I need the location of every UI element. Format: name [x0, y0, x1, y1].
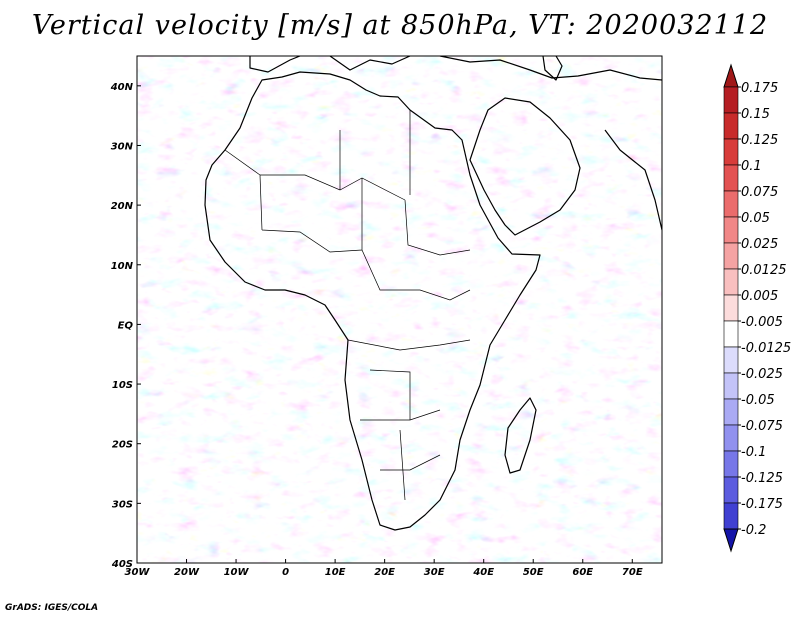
lat-tick-label: 40N — [110, 82, 134, 93]
colorbar-label: -0.2 — [741, 523, 766, 538]
colorbar-label: -0.0125 — [741, 341, 791, 356]
colorbar-swatch — [723, 86, 739, 114]
grads-credit: GrADS: IGES/COLA — [5, 603, 99, 613]
colorbar-label: 0.1 — [741, 159, 762, 174]
lon-tick-label: 30W — [125, 567, 151, 578]
colorbar-swatch — [723, 372, 739, 400]
lat-tick-label: 40S — [111, 559, 133, 570]
colorbar-label: -0.175 — [741, 497, 783, 512]
colorbar-label: -0.025 — [741, 367, 783, 382]
colorbar-swatch — [723, 190, 739, 218]
lon-tick-label: 20W — [174, 567, 200, 578]
colorbar-swatch — [723, 320, 739, 348]
colorbar-swatch — [723, 476, 739, 504]
colorbar-top-arrow — [723, 63, 739, 88]
coastlines — [204, 56, 662, 531]
colorbar-label: 0.075 — [741, 185, 778, 200]
colorbar-label: -0.075 — [741, 419, 783, 434]
colorbar-label: 0.0125 — [741, 263, 787, 278]
lon-axis: 30W 20W 10W 0 10E 20E 30E 40E 50E 60E 70E — [125, 559, 643, 578]
colorbar-label: 0.005 — [741, 289, 778, 304]
africa-coastline — [204, 71, 541, 531]
colorbar-swatch — [723, 268, 739, 296]
lat-tick-label: 20N — [111, 201, 134, 212]
colorbar-bottom-arrow — [723, 528, 739, 553]
lat-tick-label: 20S — [112, 440, 133, 451]
colorbar-label: 0.15 — [741, 107, 770, 122]
lon-tick-label: 20E — [374, 567, 395, 578]
colorbar-label: 0.175 — [741, 81, 778, 96]
lon-tick-label: 60E — [572, 567, 593, 578]
lon-tick-label: 70E — [622, 567, 643, 578]
lon-tick-label: 50E — [523, 567, 544, 578]
lat-tick-label: 30S — [112, 499, 133, 510]
colorbar-swatch — [723, 502, 739, 530]
lon-tick-label: 30E — [424, 567, 445, 578]
lon-tick-label: 10E — [325, 567, 346, 578]
caspian-coastline — [542, 56, 563, 81]
colorbar-swatch — [723, 424, 739, 452]
colorbar-swatch — [723, 138, 739, 166]
india-coastline — [604, 129, 662, 231]
lat-tick-label: 10S — [112, 380, 133, 391]
colorbar-label: -0.05 — [741, 393, 775, 408]
arabia-coastline — [469, 97, 581, 236]
colorbar-swatch — [723, 398, 739, 426]
country-borders — [224, 110, 471, 501]
colorbar-swatch — [723, 346, 739, 374]
velocity-field — [137, 56, 662, 563]
map-frame — [136, 55, 663, 564]
colorbar-label: 0.05 — [741, 211, 770, 226]
europe-coastline — [249, 56, 662, 81]
colorbar: 0.175 0.15 0.125 0.1 0.075 0.05 0.025 0.0125 0.0… — [723, 63, 791, 553]
colorbar-swatch — [723, 450, 739, 478]
colorbar-label: 0.025 — [741, 237, 778, 252]
lon-tick-label: 40E — [472, 567, 494, 578]
lon-tick-label: 10W — [224, 567, 250, 578]
colorbar-label: -0.1 — [741, 445, 766, 460]
lat-axis: 40N 30N 20N 10N EQ 10S 20S 30S 40S — [110, 82, 141, 570]
colorbar-label: -0.005 — [741, 315, 783, 330]
lat-tick-label: 30N — [111, 141, 134, 152]
lon-tick-label: 0 — [282, 567, 289, 578]
colorbar-label: -0.125 — [741, 471, 783, 486]
map-title: Vertical velocity [m/s] at 850hPa, VT: 2… — [31, 10, 769, 41]
lat-tick-label: 10N — [111, 261, 134, 272]
colorbar-swatch — [723, 112, 739, 140]
madagascar-coastline — [504, 397, 537, 474]
colorbar-swatch — [723, 294, 739, 322]
colorbar-swatch — [723, 216, 739, 244]
lat-tick-label: EQ — [118, 320, 134, 331]
colorbar-label: 0.125 — [741, 133, 778, 148]
colorbar-swatch — [723, 242, 739, 270]
colorbar-swatch — [723, 164, 739, 192]
